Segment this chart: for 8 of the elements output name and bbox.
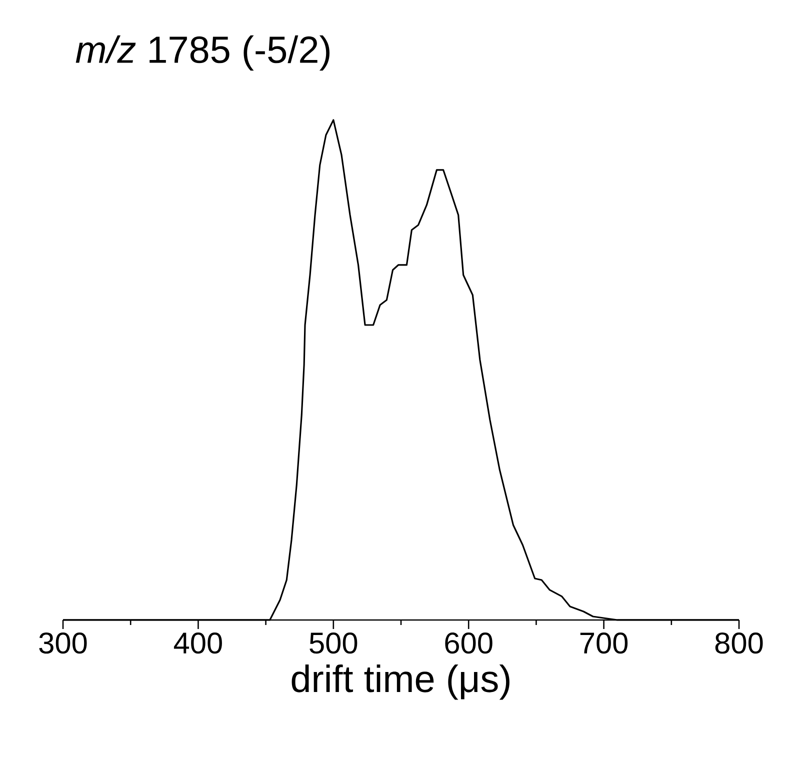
x-tick-label: 400 bbox=[174, 632, 222, 654]
x-axis-title: drift time (μs) bbox=[292, 664, 510, 700]
x-tick-label: 700 bbox=[580, 632, 628, 654]
x-tick-label: 600 bbox=[445, 632, 492, 654]
x-tick-label: 800 bbox=[715, 632, 763, 654]
x-tick-label: 300 bbox=[39, 632, 87, 654]
chart-title: m/z 1785 (-5/2) bbox=[76, 35, 330, 71]
x-tick-label: 500 bbox=[310, 632, 358, 654]
